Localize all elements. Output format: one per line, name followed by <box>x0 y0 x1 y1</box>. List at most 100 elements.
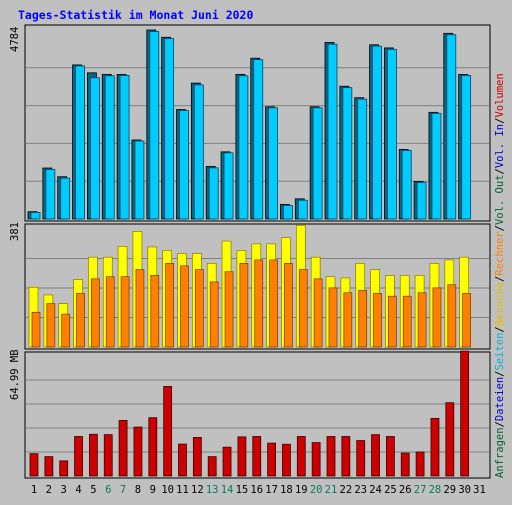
bar-dateien <box>134 140 145 220</box>
bar-dateien <box>60 177 71 220</box>
bar-rechner <box>135 269 145 348</box>
bar-rechner <box>224 271 234 348</box>
bar-dateien <box>431 112 442 220</box>
x-tick-label: 21 <box>325 484 338 496</box>
bar-volumen <box>118 420 128 477</box>
bar-rechner <box>432 287 442 348</box>
right-legend-item: / <box>494 326 506 332</box>
x-tick-label: 13 <box>206 484 219 496</box>
x-tick-label: 15 <box>236 484 249 496</box>
x-tick-label: 16 <box>250 484 263 496</box>
bar-rechner <box>269 259 278 348</box>
bar-volumen <box>385 436 395 477</box>
right-legend-item: Rechner <box>494 231 506 275</box>
bar-rechner <box>46 303 56 348</box>
chart-title: Tages-Statistik im Monat Juni 2020 <box>18 8 253 22</box>
x-tick-label: 4 <box>75 484 81 496</box>
top-panel-max-label: 4784 <box>9 27 21 52</box>
bar-volumen <box>178 443 187 477</box>
bar-rechner <box>313 278 323 348</box>
bar-volumen <box>326 436 336 477</box>
bar-dateien <box>357 98 368 220</box>
bar-rechner <box>254 259 264 348</box>
x-tick-label: 24 <box>369 484 382 496</box>
right-legend-item: / <box>494 421 506 427</box>
bar-rechner <box>165 263 174 348</box>
right-legend-item: Vol. Out <box>494 174 506 225</box>
bar-rechner <box>417 292 427 348</box>
bar-dateien <box>401 150 412 220</box>
bar-rechner <box>402 295 412 348</box>
x-tick-label: 9 <box>150 484 156 496</box>
x-tick-label: 12 <box>191 484 204 496</box>
bar-dateien <box>223 152 234 220</box>
bar-dateien <box>75 65 85 220</box>
bar-dateien <box>461 75 472 220</box>
bar-rechner <box>239 263 249 348</box>
bar-dateien <box>342 87 353 220</box>
bar-volumen <box>103 434 113 477</box>
bar-volumen <box>192 437 202 477</box>
x-tick-label: 31 <box>473 484 486 496</box>
bar-dateien <box>164 38 175 220</box>
bar-volumen <box>267 442 277 477</box>
bar-volumen <box>44 456 54 477</box>
right-legend-item: Vol. In <box>494 124 506 168</box>
right-legend-item: / <box>494 276 506 282</box>
bar-rechner <box>447 284 457 348</box>
bar-rechner <box>105 276 115 348</box>
bar-dateien <box>253 59 264 220</box>
right-legend-item: / <box>494 225 506 231</box>
bar-dateien <box>30 212 41 220</box>
bar-volumen <box>89 433 98 477</box>
x-tick-label: 29 <box>443 484 456 496</box>
bar-rechner <box>61 313 71 348</box>
bar-dateien <box>149 31 160 220</box>
bar-volumen <box>311 442 321 477</box>
bar-rechner <box>150 275 160 348</box>
bar-volumen <box>222 446 232 477</box>
bar-dateien <box>238 75 249 220</box>
bar-dateien <box>327 43 338 220</box>
bar-dateien <box>90 77 100 220</box>
bar-rechner <box>76 293 85 348</box>
bar-volumen <box>430 417 440 477</box>
bar-rechner <box>343 292 353 348</box>
x-tick-label: 17 <box>265 484 278 496</box>
x-tick-label: 26 <box>399 484 412 496</box>
bar-volumen <box>74 436 83 477</box>
bar-rechner <box>120 276 130 348</box>
bar-dateien <box>386 48 397 220</box>
x-tick-label: 18 <box>280 484 293 496</box>
bar-rechner <box>358 289 368 348</box>
right-legend-item: / <box>494 118 506 124</box>
right-legend-item: Seiten <box>494 333 506 371</box>
x-tick-label: 10 <box>161 484 174 496</box>
bar-rechner <box>31 311 41 348</box>
x-tick-label: 3 <box>61 484 67 496</box>
right-legend-item: / <box>494 168 506 174</box>
bar-dateien <box>193 84 204 220</box>
bar-volumen <box>29 453 39 477</box>
bar-volumen <box>148 417 158 477</box>
x-tick-label: 11 <box>176 484 189 496</box>
bar-rechner <box>284 263 293 348</box>
right-legend-item: Besuche <box>494 282 506 326</box>
bar-dateien <box>372 45 382 220</box>
bar-volumen <box>207 456 217 477</box>
x-tick-label: 5 <box>90 484 96 496</box>
bar-volumen <box>237 436 247 477</box>
panel-bot <box>24 351 491 479</box>
x-tick-label: 2 <box>46 484 52 496</box>
x-tick-label: 1 <box>31 484 37 496</box>
bar-volumen <box>59 460 69 477</box>
x-tick-label: 22 <box>340 484 353 496</box>
bar-volumen <box>296 436 306 477</box>
bar-rechner <box>195 269 204 348</box>
x-tick-label: 6 <box>105 484 111 496</box>
bar-volumen <box>445 402 455 477</box>
right-legend: Anfragen/Dateien/Seiten/Besuche/Rechner/… <box>494 73 506 478</box>
x-tick-label: 19 <box>295 484 308 496</box>
x-tick-label: 7 <box>120 484 126 496</box>
